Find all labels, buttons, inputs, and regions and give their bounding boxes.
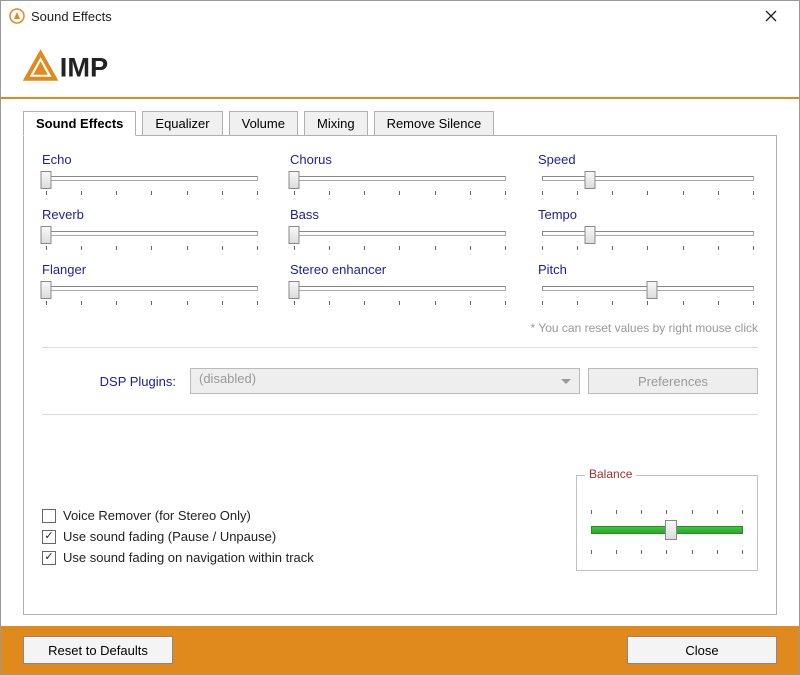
checkbox-use-sound-fading-pause-unpause[interactable]: ✓ Use sound fading (Pause / Unpause) — [42, 529, 556, 544]
sliders-row: Echo Reverb Flanger Chorus Bass Stereo enhanc… — [42, 152, 758, 317]
slider-pitch: Pitch — [538, 262, 758, 305]
dsp-label: DSP Plugins: — [42, 374, 182, 389]
checkbox-icon: ✓ — [42, 530, 56, 544]
slider-track — [542, 176, 754, 181]
lower-area: Voice Remover (for Stereo Only) ✓ Use soun… — [42, 475, 758, 571]
slider-flanger: Flanger — [42, 262, 262, 305]
slider-thumb[interactable] — [289, 281, 300, 299]
reset-defaults-button[interactable]: Reset to Defaults — [23, 636, 173, 664]
slider-column: Chorus Bass Stereo enhancer — [290, 152, 510, 317]
checkboxes: Voice Remover (for Stereo Only) ✓ Use soun… — [42, 508, 556, 571]
separator — [42, 347, 758, 348]
titlebar: Sound Effects — [1, 1, 799, 31]
slider-track — [542, 231, 754, 236]
slider-tempo: Tempo — [538, 207, 758, 250]
tab-volume[interactable]: Volume — [229, 111, 298, 136]
sound-effects-window: Sound Effects IMP Sound EffectsEqualizer… — [0, 0, 800, 675]
balance-legend: Balance — [585, 467, 636, 481]
slider[interactable] — [538, 169, 758, 195]
preferences-button[interactable]: Preferences — [588, 368, 758, 394]
slider-reverb: Reverb — [42, 207, 262, 250]
slider-track — [46, 176, 258, 181]
slider[interactable] — [290, 224, 510, 250]
slider-label: Stereo enhancer — [290, 262, 510, 277]
checkbox-voice-remover-for-stereo-only[interactable]: Voice Remover (for Stereo Only) — [42, 508, 556, 523]
slider-thumb[interactable] — [41, 226, 52, 244]
separator — [42, 414, 758, 415]
slider-track — [294, 286, 506, 291]
tab-sound-effects[interactable]: Sound Effects — [23, 111, 136, 136]
slider-column: Speed Tempo Pitch — [538, 152, 758, 317]
slider-echo: Echo — [42, 152, 262, 195]
slider-speed: Speed — [538, 152, 758, 195]
tab-bar: Sound EffectsEqualizer VolumeMixingRemove… — [23, 111, 777, 136]
slider[interactable] — [290, 279, 510, 305]
footer: Reset to Defaults Close — [1, 626, 799, 674]
content-area: Sound EffectsEqualizer VolumeMixingRemove… — [1, 99, 799, 615]
svg-text:IMP: IMP — [60, 51, 108, 82]
slider-label: Pitch — [538, 262, 758, 277]
tab-mixing[interactable]: Mixing — [304, 111, 368, 136]
slider-chorus: Chorus — [290, 152, 510, 195]
slider-label: Reverb — [42, 207, 262, 222]
slider-thumb[interactable] — [289, 226, 300, 244]
slider-bass: Bass — [290, 207, 510, 250]
slider-label: Chorus — [290, 152, 510, 167]
slider-thumb[interactable] — [289, 171, 300, 189]
checkbox-use-sound-fading-on-navigation-within-track[interactable]: ✓ Use sound fading on navigation within t… — [42, 550, 556, 565]
slider[interactable] — [42, 279, 262, 305]
slider-track — [46, 231, 258, 236]
slider-thumb[interactable] — [647, 281, 658, 299]
slider-label: Echo — [42, 152, 262, 167]
aimp-logo: IMP — [23, 46, 183, 86]
slider[interactable] — [42, 169, 262, 195]
slider-column: Echo Reverb Flanger — [42, 152, 262, 317]
checkbox-icon — [42, 509, 56, 523]
slider-stereo-enhancer: Stereo enhancer — [290, 262, 510, 305]
dsp-plugins-select[interactable]: (disabled) — [190, 368, 580, 394]
close-button[interactable]: Close — [627, 636, 777, 664]
slider[interactable] — [290, 169, 510, 195]
slider-thumb[interactable] — [585, 171, 596, 189]
slider-thumb[interactable] — [41, 171, 52, 189]
checkbox-label: Use sound fading (Pause / Unpause) — [63, 529, 276, 544]
slider-label: Speed — [538, 152, 758, 167]
tab-remove-silence[interactable]: Remove Silence — [374, 111, 495, 136]
balance-group: Balance — [576, 475, 758, 571]
close-icon[interactable] — [751, 4, 791, 28]
dsp-row: DSP Plugins: (disabled) Preferences — [42, 360, 758, 402]
window-title: Sound Effects — [31, 9, 751, 24]
slider[interactable] — [42, 224, 262, 250]
sound-effects-panel: Echo Reverb Flanger Chorus Bass Stereo enhanc… — [23, 135, 777, 615]
slider-thumb[interactable] — [41, 281, 52, 299]
slider-label: Tempo — [538, 207, 758, 222]
slider[interactable] — [538, 224, 758, 250]
checkbox-label: Voice Remover (for Stereo Only) — [63, 508, 251, 523]
slider-track — [294, 176, 506, 181]
reset-hint: * You can reset values by right mouse cl… — [42, 321, 758, 335]
slider-track — [294, 231, 506, 236]
tab-equalizer[interactable]: Equalizer — [142, 111, 222, 136]
slider-thumb[interactable] — [585, 226, 596, 244]
logo-area: IMP — [1, 31, 799, 99]
balance-thumb[interactable] — [665, 520, 677, 540]
slider-track — [46, 286, 258, 291]
app-icon — [9, 8, 25, 24]
checkbox-icon: ✓ — [42, 551, 56, 565]
balance-slider[interactable] — [587, 510, 747, 554]
slider-label: Bass — [290, 207, 510, 222]
slider-label: Flanger — [42, 262, 262, 277]
checkbox-label: Use sound fading on navigation within tr… — [63, 550, 314, 565]
slider[interactable] — [538, 279, 758, 305]
